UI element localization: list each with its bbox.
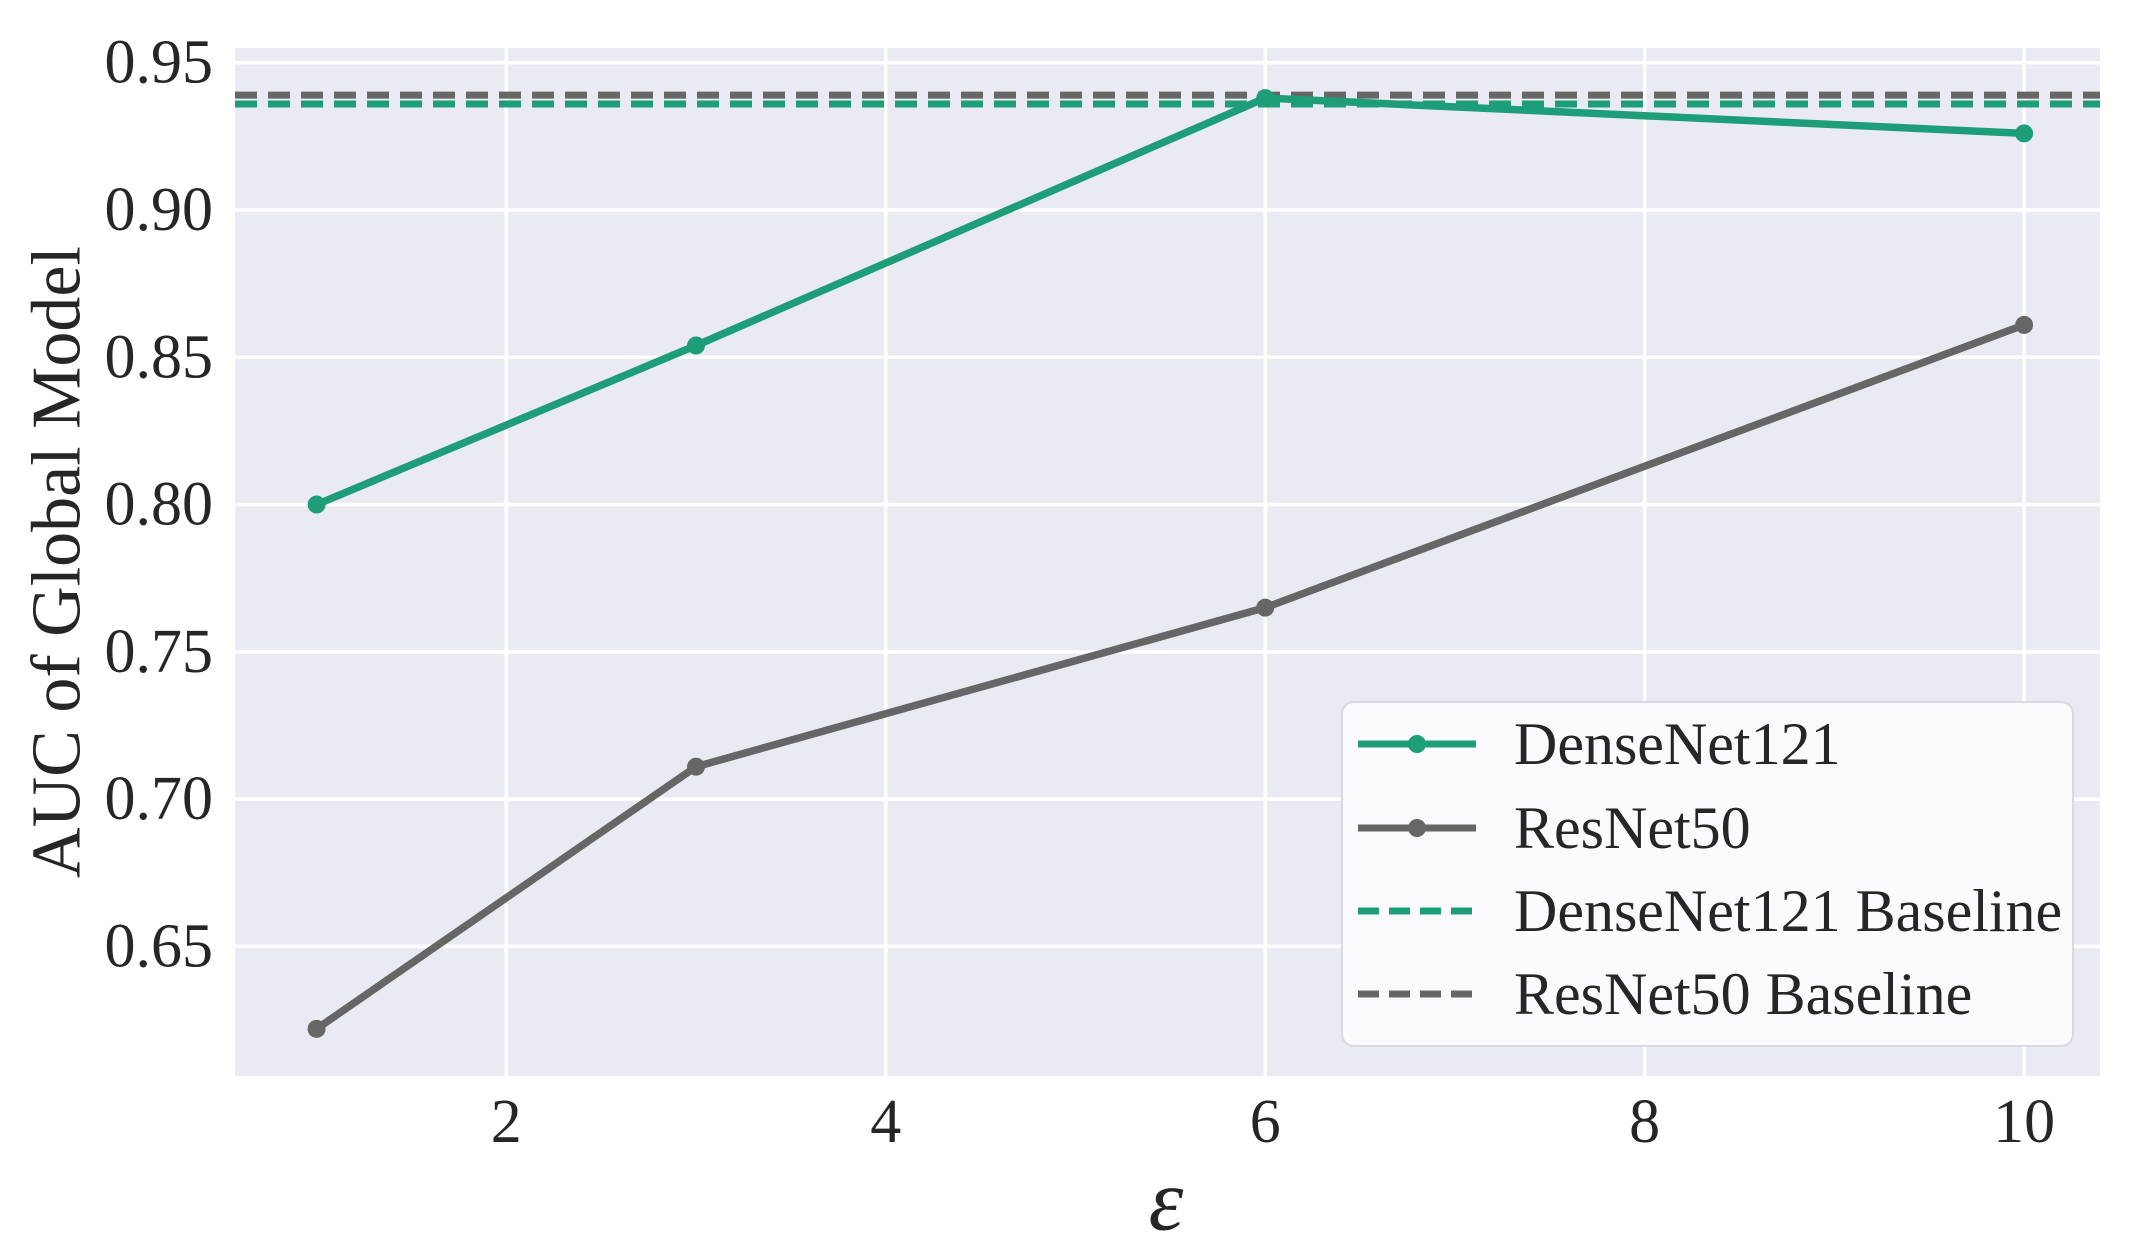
x-tick-label: 10 bbox=[1993, 1088, 2055, 1156]
x-axis-label: ε bbox=[1149, 1153, 1184, 1250]
resnet50-line bbox=[312, 321, 2028, 1033]
x-tick-label: 6 bbox=[1250, 1088, 1281, 1156]
densenet121-marker bbox=[307, 495, 326, 514]
y-tick-label: 0.75 bbox=[105, 618, 214, 686]
resnet50-marker bbox=[307, 1019, 326, 1038]
y-tick-label: 0.85 bbox=[105, 323, 214, 391]
y-tick-label: 0.65 bbox=[105, 912, 214, 980]
legend: DenseNet121 ResNet50 DenseNet121 Baseline R… bbox=[1341, 701, 2074, 1047]
legend-marker bbox=[1408, 735, 1426, 753]
densenet121-marker bbox=[2015, 124, 2034, 143]
y-tick-label: 0.70 bbox=[105, 765, 214, 833]
densenet121-marker bbox=[1256, 89, 1275, 108]
resnet50-marker bbox=[687, 757, 706, 776]
resnet50-marker bbox=[1256, 598, 1275, 617]
y-axis-label: AUC of Global Model bbox=[19, 246, 96, 878]
legend-label: ResNet50 Baseline bbox=[1514, 961, 1972, 1027]
x-tick-label: 2 bbox=[491, 1088, 522, 1156]
y-tick-label: 0.90 bbox=[105, 176, 214, 244]
legend-box bbox=[1341, 701, 2074, 1047]
legend-label: DenseNet121 bbox=[1514, 711, 1841, 777]
legend-label: ResNet50 bbox=[1514, 795, 1751, 861]
densenet121-marker bbox=[687, 336, 706, 355]
resnet50-marker bbox=[2015, 315, 2034, 334]
legend-marker bbox=[1408, 819, 1426, 837]
densenet121-line bbox=[312, 94, 2028, 509]
x-tick-label: 8 bbox=[1629, 1088, 1660, 1156]
legend-label: DenseNet121 Baseline bbox=[1514, 878, 2062, 944]
y-tick-label: 0.95 bbox=[105, 29, 214, 97]
x-tick-label: 4 bbox=[870, 1088, 901, 1156]
y-tick-label: 0.80 bbox=[105, 471, 214, 539]
